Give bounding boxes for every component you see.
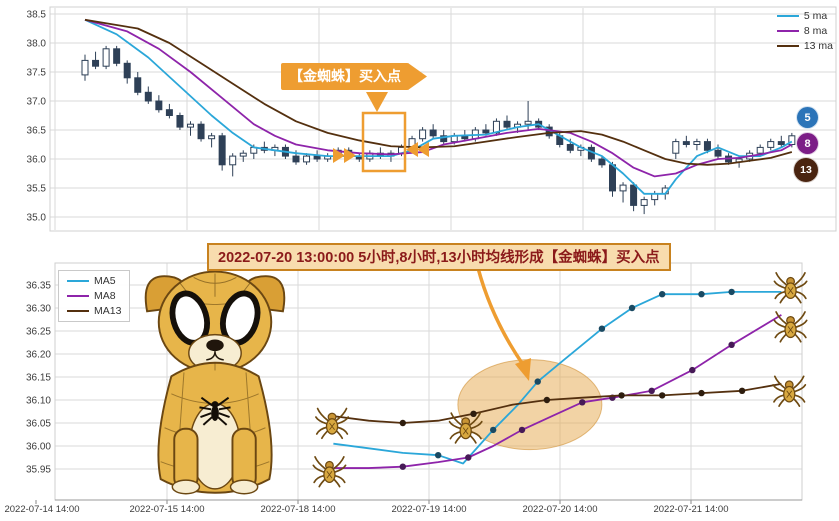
dog-nose: [206, 339, 223, 351]
svg-text:36.10: 36.10: [26, 396, 51, 407]
legend-label: MA13: [94, 305, 121, 317]
svg-text:37.0: 37.0: [27, 97, 47, 108]
svg-text:35.95: 35.95: [26, 465, 51, 476]
svg-text:36.25: 36.25: [26, 327, 51, 338]
svg-text:2022-07-18 14:00: 2022-07-18 14:00: [260, 504, 335, 515]
top-chart-grid-axes: 38.5 38.0 37.5 37.0 36.5 36.0 35.5 35.0: [27, 7, 836, 231]
legend-label: 5 ma: [804, 10, 827, 22]
svg-text:38.5: 38.5: [27, 10, 47, 21]
svg-text:36.05: 36.05: [26, 419, 51, 430]
legend-label: MA5: [94, 275, 116, 287]
top-legend: 5 ma 8 ma 13 ma: [777, 10, 833, 52]
ma5-swatch: [67, 280, 89, 282]
svg-text:36.20: 36.20: [26, 350, 51, 361]
legend-item-13ma[interactable]: 13 ma: [777, 40, 833, 52]
bottom-legend: MA5 MA8 MA13: [58, 270, 130, 322]
svg-text:35.0: 35.0: [27, 213, 47, 224]
svg-text:2022-07-19 14:00: 2022-07-19 14:00: [391, 504, 466, 515]
svg-text:36.00: 36.00: [26, 442, 51, 453]
legend-item-8ma[interactable]: 8 ma: [777, 25, 833, 37]
svg-text:37.5: 37.5: [27, 68, 47, 79]
legend-item-ma5[interactable]: MA5: [67, 275, 121, 287]
legend-label: 13 ma: [804, 40, 833, 52]
svg-text:36.30: 36.30: [26, 304, 51, 315]
ma13-period-badge: 13: [793, 157, 819, 183]
legend-item-ma8[interactable]: MA8: [67, 290, 121, 302]
ma5-period-badge: 5: [796, 106, 819, 129]
svg-text:38.0: 38.0: [27, 39, 47, 50]
legend-label: 8 ma: [804, 25, 827, 37]
svg-text:2022-07-15 14:00: 2022-07-15 14:00: [129, 504, 204, 515]
buy-point-callout: 【金蜘蛛】买入点: [281, 63, 409, 90]
svg-text:36.15: 36.15: [26, 373, 51, 384]
legend-item-5ma[interactable]: 5 ma: [777, 10, 833, 22]
legend-label: MA8: [94, 290, 116, 302]
ma8-swatch: [777, 30, 799, 32]
ma13-swatch: [777, 45, 799, 47]
ma8-swatch: [67, 295, 89, 297]
svg-text:36.5: 36.5: [27, 126, 47, 137]
ma8-period-badge: 8: [796, 132, 819, 155]
svg-text:35.5: 35.5: [27, 184, 47, 195]
svg-text:2022-07-21 14:00: 2022-07-21 14:00: [653, 504, 728, 515]
svg-text:2022-07-20 14:00: 2022-07-20 14:00: [522, 504, 597, 515]
spider-dog-mascot: [146, 272, 285, 494]
legend-item-ma13[interactable]: MA13: [67, 305, 121, 317]
svg-text:36.0: 36.0: [27, 155, 47, 166]
ma5-swatch: [777, 15, 799, 17]
svg-text:2022-07-14 14:00: 2022-07-14 14:00: [4, 504, 79, 515]
svg-text:36.35: 36.35: [26, 281, 51, 292]
bottom-chart-title: 2022-07-20 13:00:00 5小时,8小时,13小时均线形成【金蜘蛛…: [207, 243, 671, 271]
top-ma-lines: [85, 20, 792, 194]
ma13-swatch: [67, 310, 89, 312]
